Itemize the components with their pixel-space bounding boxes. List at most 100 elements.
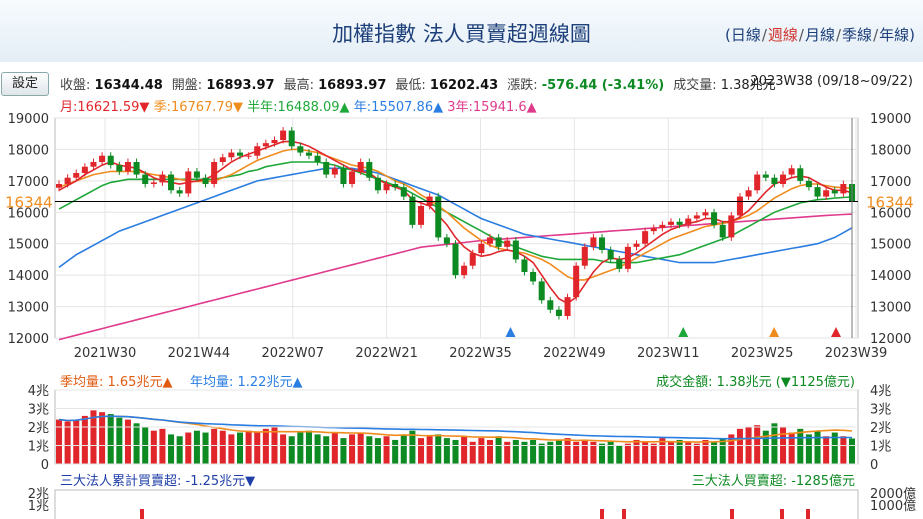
candle-body [107, 155, 114, 166]
candle-body [99, 155, 106, 162]
candle-body [814, 187, 821, 197]
volume-year-avg: 年均量: 1.22兆元▲ [190, 375, 302, 390]
volume-label: 成交量: [673, 78, 717, 93]
candle-body [254, 146, 261, 156]
candle-body [159, 174, 166, 183]
candle-body [124, 162, 131, 172]
volume-bar [443, 438, 450, 464]
time-tick-label: 2022W49 [543, 346, 605, 361]
candle-body [504, 240, 511, 247]
volume-bar [55, 419, 63, 464]
volume-bar [349, 434, 356, 464]
volume-bar [581, 439, 588, 464]
period-link-week[interactable]: 週線 [767, 26, 798, 44]
volume-bar [185, 432, 192, 464]
volume-tick-label-left: 3兆 [28, 403, 49, 418]
price-tick-label-right: 17000 [870, 175, 911, 190]
ma-year-line [58, 167, 853, 268]
volume-bar [590, 441, 597, 464]
volume-bar [564, 438, 571, 464]
candlesticks [55, 118, 858, 338]
candle-body [219, 157, 226, 162]
open-value: 16893.97 [206, 78, 275, 93]
inst-bar [622, 509, 626, 519]
price-tick-label-left: 17000 [8, 175, 49, 190]
page-title: 加權指數 法人買賣超週線圖 [332, 22, 591, 46]
current-price-label-left: 16344 [5, 193, 53, 211]
candle-body [521, 259, 528, 272]
candle-body [538, 281, 545, 301]
inst-bar [780, 509, 784, 519]
volume-bar [771, 423, 778, 464]
candle-body [564, 297, 571, 316]
low-value: 16202.43 [429, 78, 499, 93]
candle-body [236, 152, 244, 156]
volume-bar [107, 414, 114, 464]
marker-triangle [678, 327, 689, 337]
candle-body [383, 184, 390, 191]
volume-bar [538, 443, 545, 464]
candle-body [495, 237, 502, 247]
candle-body [150, 182, 157, 184]
candle-body [788, 168, 795, 175]
price-tick-label-right: 16000 [870, 206, 911, 221]
volume-tick-label-left: 1兆 [28, 440, 49, 455]
candle-body [745, 190, 752, 197]
candle-body [685, 218, 692, 225]
change-label: 漲跌: [507, 78, 538, 93]
volume-bar [461, 436, 468, 464]
candle-body [607, 250, 614, 260]
period-markers [505, 327, 841, 337]
price-tick-label-left: 16000 [8, 206, 49, 221]
candle-body [555, 309, 562, 316]
settings-button[interactable]: 設定 [1, 72, 49, 96]
ma-year-label: 年:15507.86▲ [353, 100, 444, 115]
time-tick-label: 2023W11 [637, 346, 699, 361]
period-link-year[interactable]: 年線 [879, 26, 910, 44]
candle-body [435, 196, 442, 238]
time-tick-label: 2023W39 [825, 346, 887, 361]
volume-tick-label-left: 2兆 [28, 421, 49, 436]
candle-body [667, 221, 675, 225]
volume-bar [642, 441, 649, 464]
candle-body [185, 171, 192, 194]
marker-triangle [831, 327, 841, 337]
inst-bar [730, 509, 734, 519]
open-label: 開盤: [171, 78, 203, 93]
volume-tick-label-right: 3兆 [870, 403, 891, 418]
candle-body [711, 212, 718, 225]
volume-bar [805, 434, 812, 464]
period-link-season[interactable]: 季線 [842, 26, 873, 44]
candle-body [642, 231, 649, 244]
volume-bar [280, 434, 287, 464]
volume-bar [667, 441, 675, 464]
volume-bar [728, 434, 735, 464]
ma-month-label: 月:16621.59▼ [60, 100, 150, 115]
volume-bar [573, 441, 580, 464]
candle-body [823, 190, 830, 197]
candle-body [624, 246, 631, 269]
candle-body [728, 215, 735, 238]
volume-bar [504, 441, 511, 464]
volume-bar [814, 430, 821, 464]
volume-bar [435, 434, 442, 464]
volume-bar [762, 430, 769, 464]
period-link-day[interactable]: 日線 [730, 26, 761, 44]
price-grid [54, 117, 859, 339]
volume-bar [236, 432, 244, 464]
low-label: 最低: [395, 78, 426, 93]
candle-body [418, 206, 425, 225]
volume-bar [788, 432, 795, 464]
volume-bar [383, 436, 390, 464]
period-link-month[interactable]: 月線 [804, 26, 835, 44]
volume-bar [374, 438, 381, 464]
volume-bar [702, 439, 709, 464]
candle-body [452, 243, 459, 276]
change-value: -576.44 (-3.41%) [541, 78, 665, 93]
volume-bar [90, 410, 97, 464]
candle-body [271, 140, 278, 144]
volume-bar [228, 434, 235, 464]
volume-bar [676, 439, 683, 464]
